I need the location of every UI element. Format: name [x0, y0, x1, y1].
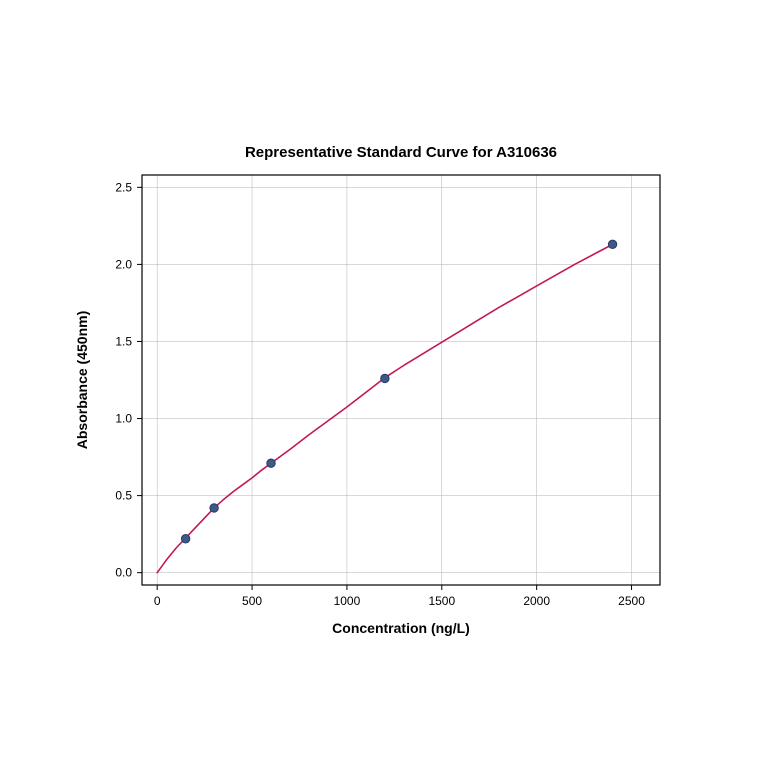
x-tick-label: 2500 — [618, 594, 645, 608]
data-point — [381, 374, 389, 382]
standard-curve-chart: 0 500 1000 1500 2000 2500 0.0 0.5 1.0 1.5 2.0 2.5 Co… — [0, 0, 764, 764]
y-tick-label: 0.0 — [115, 566, 132, 580]
chart-container: 0 500 1000 1500 2000 2500 0.0 0.5 1.0 1.5 2.0 2.5 Co… — [0, 0, 764, 764]
data-point — [608, 240, 616, 248]
x-tick-label: 2000 — [523, 594, 550, 608]
x-tick-label: 0 — [154, 594, 161, 608]
y-axis-label: Absorbance (450nm) — [74, 311, 90, 449]
plot-area — [142, 175, 660, 585]
x-tick-label: 500 — [242, 594, 262, 608]
x-tick-label: 1000 — [334, 594, 361, 608]
y-tick-label: 1.5 — [115, 334, 132, 348]
y-tick-label: 2.0 — [115, 257, 132, 271]
x-axis-label: Concentration (ng/L) — [332, 620, 470, 636]
x-tick-label: 1500 — [428, 594, 455, 608]
data-point — [267, 459, 275, 467]
data-point — [210, 504, 218, 512]
data-point — [181, 535, 189, 543]
y-tick-label: 1.0 — [115, 412, 132, 426]
y-tick-label: 2.5 — [115, 180, 132, 194]
y-tick-label: 0.5 — [115, 489, 132, 503]
chart-title: Representative Standard Curve for A31063… — [245, 144, 557, 161]
